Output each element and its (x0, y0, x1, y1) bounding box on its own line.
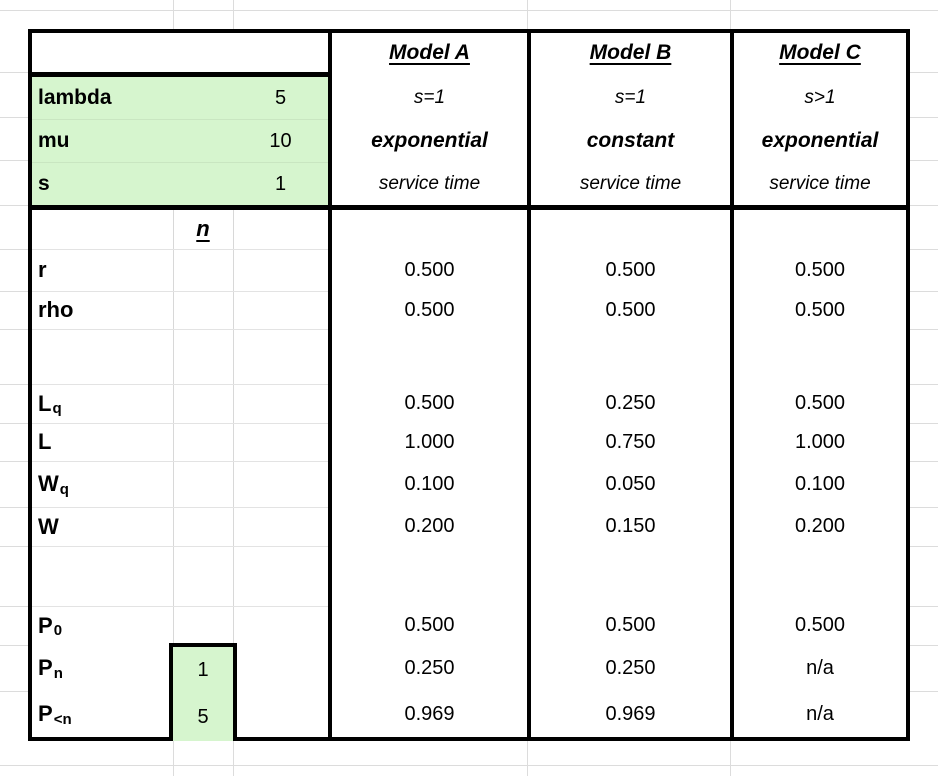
cell-rho-model-b: 0.500 (605, 298, 656, 321)
model-a-service-time: service time (378, 172, 481, 194)
row-w: W 0.200 0.150 0.200 (32, 507, 906, 546)
row-label-w: W (38, 513, 59, 539)
header-cell-border (32, 72, 328, 77)
gridline-h (32, 384, 328, 385)
column-divider-bc (730, 33, 734, 737)
model-c-servers: s>1 (804, 87, 836, 108)
param-row-mu: mu 10 (32, 120, 328, 163)
parameter-input-area: lambda 5 mu 10 s 1 (32, 77, 328, 205)
cell-r-model-b: 0.500 (605, 258, 656, 281)
row-r: r 0.500 0.500 0.500 (32, 249, 906, 291)
cell-l-model-c: 1.000 (794, 430, 846, 453)
row-label-l: L (38, 429, 52, 454)
param-label-mu: mu (38, 129, 70, 152)
n-header-row: n (32, 209, 906, 249)
top-left-cell (32, 33, 328, 72)
gridline-v (173, 33, 174, 737)
pltn-input-cell[interactable]: 5 (197, 706, 209, 728)
gridline-h (32, 606, 328, 607)
gridline-h (32, 461, 328, 462)
cell-l-model-a: 1.000 (404, 430, 455, 453)
section-divider (328, 33, 332, 737)
model-b-servers: s=1 (614, 87, 647, 108)
cell-l-model-b: 0.750 (605, 430, 656, 453)
cell-r-model-c: 0.500 (794, 258, 846, 281)
row-label-r: r (38, 257, 47, 282)
cell-pn-model-c: n/a (806, 656, 834, 679)
model-a-header: Model A (389, 40, 470, 64)
cell-wq-model-a: 0.100 (404, 472, 455, 495)
model-c-service-time: service time (769, 172, 871, 194)
param-label-s: s (38, 172, 50, 195)
column-divider-ab (527, 33, 531, 737)
cell-pltn-model-b: 0.969 (605, 702, 656, 725)
cell-lq-model-b: 0.250 (605, 392, 656, 414)
cell-wq-model-b: 0.050 (605, 472, 656, 495)
row-label-pltn: P <n (38, 701, 72, 728)
model-b-service-time: service time (579, 172, 682, 194)
cell-pn-model-b: 0.250 (605, 656, 656, 679)
cell-r-model-a: 0.500 (404, 258, 455, 281)
model-b-header: Model B (589, 40, 672, 64)
cell-rho-model-a: 0.500 (404, 298, 455, 321)
cell-lq-model-a: 0.500 (404, 392, 455, 414)
cell-p0-model-c: 0.500 (794, 614, 846, 636)
row-pltn: P <n 0.969 0.969 n/a (32, 691, 906, 737)
n-column-header: n (196, 216, 210, 241)
row-l: L 1.000 0.750 1.000 (32, 423, 906, 461)
model-c-distribution: exponential (761, 128, 879, 152)
gridline-h (32, 329, 328, 330)
gridline-h (0, 765, 938, 766)
cell-p0-model-a: 0.500 (404, 614, 455, 636)
gridline-h (32, 249, 328, 250)
model-a-servers: s=1 (413, 87, 446, 108)
n-input-box: 1 5 (169, 643, 237, 741)
gridline-h (0, 10, 938, 11)
cell-wq-model-c: 0.100 (794, 472, 846, 495)
param-value-mu[interactable]: 10 (269, 129, 292, 152)
cell-pltn-model-a: 0.969 (404, 702, 455, 725)
cell-pn-model-a: 0.250 (404, 656, 455, 679)
cell-rho-model-c: 0.500 (794, 298, 846, 321)
gridline-h (32, 507, 328, 508)
pn-input-cell[interactable]: 1 (197, 659, 209, 681)
param-row-lambda: lambda 5 (32, 77, 328, 120)
row-rho: rho 0.500 0.500 0.500 (32, 291, 906, 329)
model-a-distribution: exponential (371, 128, 488, 152)
cell-w-model-b: 0.150 (605, 515, 656, 537)
row-label-rho: rho (38, 297, 74, 322)
gridline-h (32, 546, 328, 547)
cell-p0-model-b: 0.500 (605, 614, 656, 636)
param-value-lambda[interactable]: 5 (274, 86, 287, 109)
cell-w-model-c: 0.200 (794, 515, 846, 537)
cell-w-model-a: 0.200 (404, 515, 455, 537)
param-row-s: s 1 (32, 163, 328, 205)
gridline-h (32, 291, 328, 292)
gridline-v (233, 33, 234, 737)
gridline-h (32, 423, 328, 424)
queueing-model-table: lambda 5 mu 10 s 1 Model A Model B Model… (28, 29, 910, 741)
param-label-lambda: lambda (38, 86, 112, 109)
cell-pltn-model-c: n/a (806, 702, 834, 725)
model-b-distribution: constant (586, 128, 675, 152)
param-value-s[interactable]: 1 (274, 172, 287, 195)
cell-lq-model-c: 0.500 (794, 392, 846, 414)
header-body-border (32, 205, 906, 210)
model-c-header: Model C (779, 40, 861, 64)
